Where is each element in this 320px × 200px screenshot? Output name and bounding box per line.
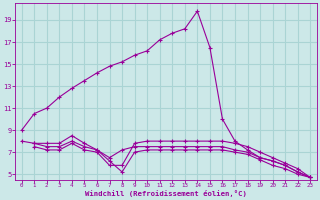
X-axis label: Windchill (Refroidissement éolien,°C): Windchill (Refroidissement éolien,°C) <box>85 190 247 197</box>
